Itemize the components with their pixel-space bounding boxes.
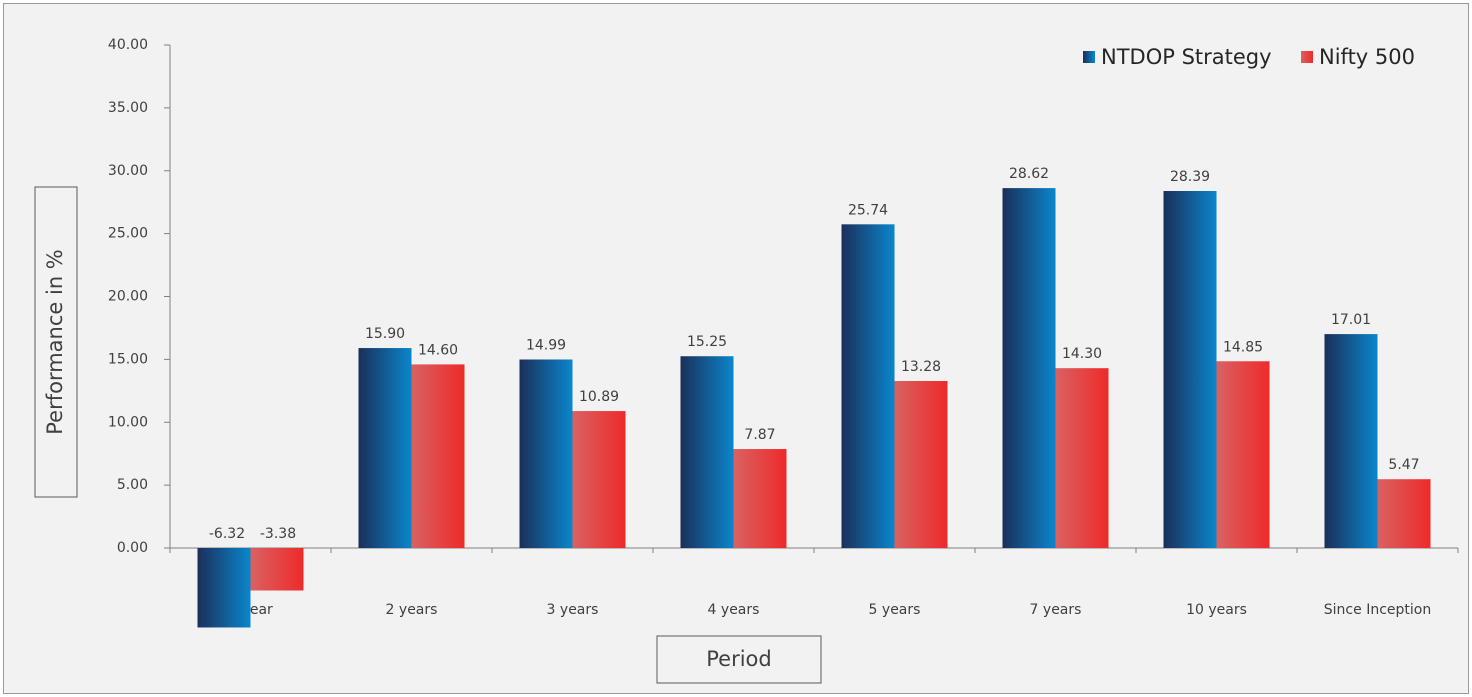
legend-swatch-nifty500 xyxy=(1301,51,1313,63)
legend-label-nifty500: Nifty 500 xyxy=(1319,45,1415,69)
value-label-ntdop: 17.01 xyxy=(1331,312,1371,328)
x-tick-label: 2 years xyxy=(386,602,438,618)
bar-ntdop xyxy=(680,356,734,548)
bar-nifty500 xyxy=(1377,479,1431,548)
bar-nifty500 xyxy=(1055,368,1109,548)
y-tick-label: 10.00 xyxy=(108,414,148,430)
bar-ntdop xyxy=(197,548,251,628)
y-tick-label: 25.00 xyxy=(108,226,148,242)
value-label-ntdop: 15.90 xyxy=(365,326,405,342)
value-label-nifty500: 14.85 xyxy=(1223,339,1263,355)
x-axis-title-box xyxy=(656,635,822,684)
x-tick-label: 5 years xyxy=(869,602,921,618)
x-tick-label: Since Inception xyxy=(1324,602,1431,618)
y-tick-label: 0.00 xyxy=(117,540,148,556)
x-tick-label: 10 years xyxy=(1186,602,1247,618)
x-axis-title: Period xyxy=(706,647,771,671)
value-label-ntdop: 25.74 xyxy=(848,202,888,218)
value-label-ntdop: 15.25 xyxy=(687,334,727,350)
value-label-nifty500: 14.60 xyxy=(418,342,458,358)
legend-swatch-ntdop xyxy=(1083,51,1095,63)
value-label-nifty500: 14.30 xyxy=(1062,346,1102,362)
value-label-ntdop: 14.99 xyxy=(526,338,566,354)
x-tick-label: 4 years xyxy=(708,602,760,618)
bar-ntdop xyxy=(358,348,412,548)
value-label-nifty500: 7.87 xyxy=(744,427,775,443)
x-tick-label: 3 years xyxy=(547,602,599,618)
bar-nifty500 xyxy=(894,381,948,548)
value-label-nifty500: 10.89 xyxy=(579,389,619,405)
y-axis-title: Performance in % xyxy=(43,249,67,435)
bar-ntdop xyxy=(1324,334,1378,548)
value-label-nifty500: 13.28 xyxy=(901,359,941,375)
bar-nifty500 xyxy=(733,449,787,548)
y-axis: 0.00 5.00 10.00 15.00 20.00 25.00 30.00 35.00 40… xyxy=(108,37,171,556)
value-label-nifty500: 5.47 xyxy=(1388,457,1419,473)
y-tick-label: 30.00 xyxy=(108,163,148,179)
value-label-nifty500: -3.38 xyxy=(260,526,296,542)
legend-label-ntdop: NTDOP Strategy xyxy=(1101,45,1272,69)
bar-ntdop xyxy=(519,359,573,548)
value-labels: -6.32 -3.38 15.90 14.60 14.99 10.89 15.25 7.87 2… xyxy=(209,166,1420,542)
bar-nifty500 xyxy=(1216,361,1270,548)
y-tick-label: 40.00 xyxy=(108,37,148,53)
y-tick-label: 5.00 xyxy=(117,477,148,493)
legend: NTDOP Strategy Nifty 500 xyxy=(1083,45,1415,69)
y-axis-title-box xyxy=(34,186,78,498)
y-tick-label: 35.00 xyxy=(108,100,148,116)
bar-ntdop xyxy=(1002,188,1056,548)
bar-ntdop xyxy=(1163,190,1217,549)
bar-nifty500 xyxy=(572,411,626,548)
bar-nifty500 xyxy=(411,364,465,548)
value-label-ntdop: 28.39 xyxy=(1170,169,1210,185)
bar-nifty500 xyxy=(250,548,304,591)
x-tick-label: 7 years xyxy=(1030,602,1082,618)
value-label-ntdop: -6.32 xyxy=(209,526,245,542)
bars-group xyxy=(197,188,1431,628)
value-label-ntdop: 28.62 xyxy=(1009,166,1049,182)
y-tick-label: 20.00 xyxy=(108,289,148,305)
bar-ntdop xyxy=(841,224,895,548)
y-tick-label: 15.00 xyxy=(108,351,148,367)
